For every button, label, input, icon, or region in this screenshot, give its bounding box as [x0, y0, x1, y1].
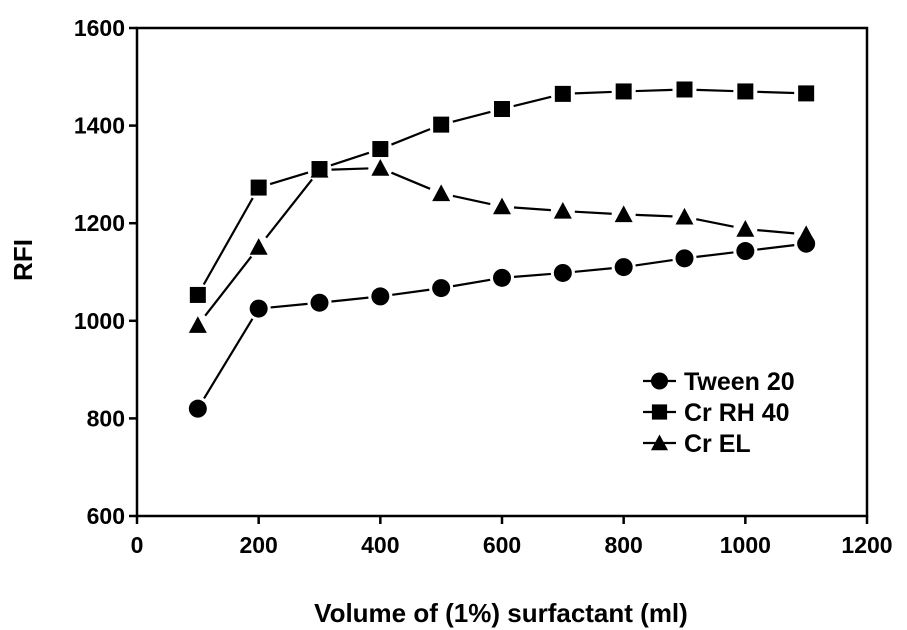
data-point — [249, 299, 268, 318]
series-line-segment — [269, 171, 309, 186]
series-line-segment — [265, 178, 313, 239]
series-line-segment — [270, 302, 308, 309]
data-point — [249, 238, 268, 255]
data-point — [798, 85, 815, 102]
data-point — [372, 141, 389, 158]
data-point — [310, 293, 329, 312]
data-point — [736, 220, 755, 237]
data-point — [553, 202, 572, 219]
y-tick-label: 800 — [87, 405, 125, 431]
data-point — [493, 197, 511, 215]
y-tick-label: 1000 — [74, 308, 125, 334]
data-point — [554, 85, 571, 102]
series-line-segment — [513, 272, 551, 278]
data-point — [675, 249, 694, 268]
series-line-segment — [696, 218, 734, 228]
legend-label: Cr EL — [684, 430, 751, 458]
series-line-segment — [635, 88, 673, 93]
series-line-segment — [696, 88, 734, 93]
series-tween-20 — [188, 234, 816, 418]
series-line-segment — [513, 206, 551, 212]
series-line-segment — [202, 197, 254, 286]
data-point — [615, 83, 632, 100]
x-tick-label: 200 — [239, 532, 277, 558]
legend: Tween 20 Cr RH 40 Cr EL — [643, 368, 795, 458]
data-point — [737, 83, 754, 100]
x-axis: 0 200 400 600 800 1000 1200 — [131, 516, 893, 558]
y-tick-label: 1200 — [74, 210, 125, 236]
data-point — [188, 316, 207, 333]
series-line-segment — [757, 244, 795, 251]
legend-marker — [650, 434, 669, 451]
x-tick-label: 0 — [131, 532, 144, 558]
legend-label: Tween 20 — [684, 368, 795, 396]
data-point — [371, 287, 390, 306]
series-line-segment — [392, 288, 430, 296]
series-line-segment — [452, 194, 491, 206]
data-point — [189, 286, 206, 303]
y-axis-label: RFI — [8, 239, 38, 281]
legend-marker — [650, 372, 669, 390]
data-point — [797, 225, 816, 243]
data-point — [432, 184, 451, 202]
x-tick-label: 800 — [604, 532, 642, 558]
data-point — [433, 116, 450, 133]
series-line-segment — [513, 95, 552, 108]
y-tick-label: 1600 — [74, 15, 125, 41]
x-axis-label: Volume of (1%) surfactant (ml) — [314, 598, 688, 628]
series-line-segment — [204, 255, 253, 317]
series-line-segment — [330, 151, 370, 167]
series-line-segment — [635, 213, 673, 218]
data-point — [250, 179, 267, 196]
data-point — [188, 399, 207, 418]
legend-item: Tween 20 — [643, 368, 795, 396]
data-point — [310, 161, 329, 178]
series-line-segment — [757, 229, 795, 235]
series-line-segment — [757, 90, 795, 95]
x-tick-label: 1200 — [841, 532, 892, 558]
y-tick-label: 600 — [87, 503, 125, 529]
series-line-segment — [331, 167, 369, 171]
data-point — [493, 268, 511, 287]
series-line-segment — [574, 210, 612, 215]
series-line-segment — [635, 258, 673, 267]
x-tick-label: 600 — [483, 532, 521, 558]
data-point — [614, 205, 633, 223]
series-line-segment — [203, 318, 254, 399]
data-point — [432, 279, 451, 298]
x-tick-label: 1000 — [720, 532, 771, 558]
data-point — [553, 263, 572, 282]
legend-label: Cr RH 40 — [684, 399, 790, 427]
legend-item: Cr RH 40 — [643, 399, 790, 427]
series-line-segment — [452, 110, 491, 123]
series-line-segment — [390, 171, 431, 190]
series-line-segment — [331, 296, 369, 303]
series-cr-el — [188, 159, 816, 333]
series-line-segment — [452, 278, 491, 288]
data-point — [736, 242, 755, 261]
series-line-segment — [574, 267, 612, 273]
series-layer — [188, 81, 816, 418]
y-axis: 600 800 1000 1200 1400 1600 — [74, 15, 137, 529]
y-tick-label: 1400 — [74, 113, 125, 139]
series-line-segment — [696, 251, 734, 258]
series-line-segment — [391, 128, 431, 146]
legend-item: Cr EL — [643, 430, 751, 458]
legend-marker — [651, 404, 668, 420]
data-point — [371, 159, 390, 176]
x-tick-label: 400 — [361, 532, 399, 558]
data-point — [676, 81, 693, 98]
data-point — [614, 258, 633, 277]
series-line-segment — [574, 90, 612, 95]
data-point — [494, 101, 510, 118]
data-point — [675, 207, 694, 225]
